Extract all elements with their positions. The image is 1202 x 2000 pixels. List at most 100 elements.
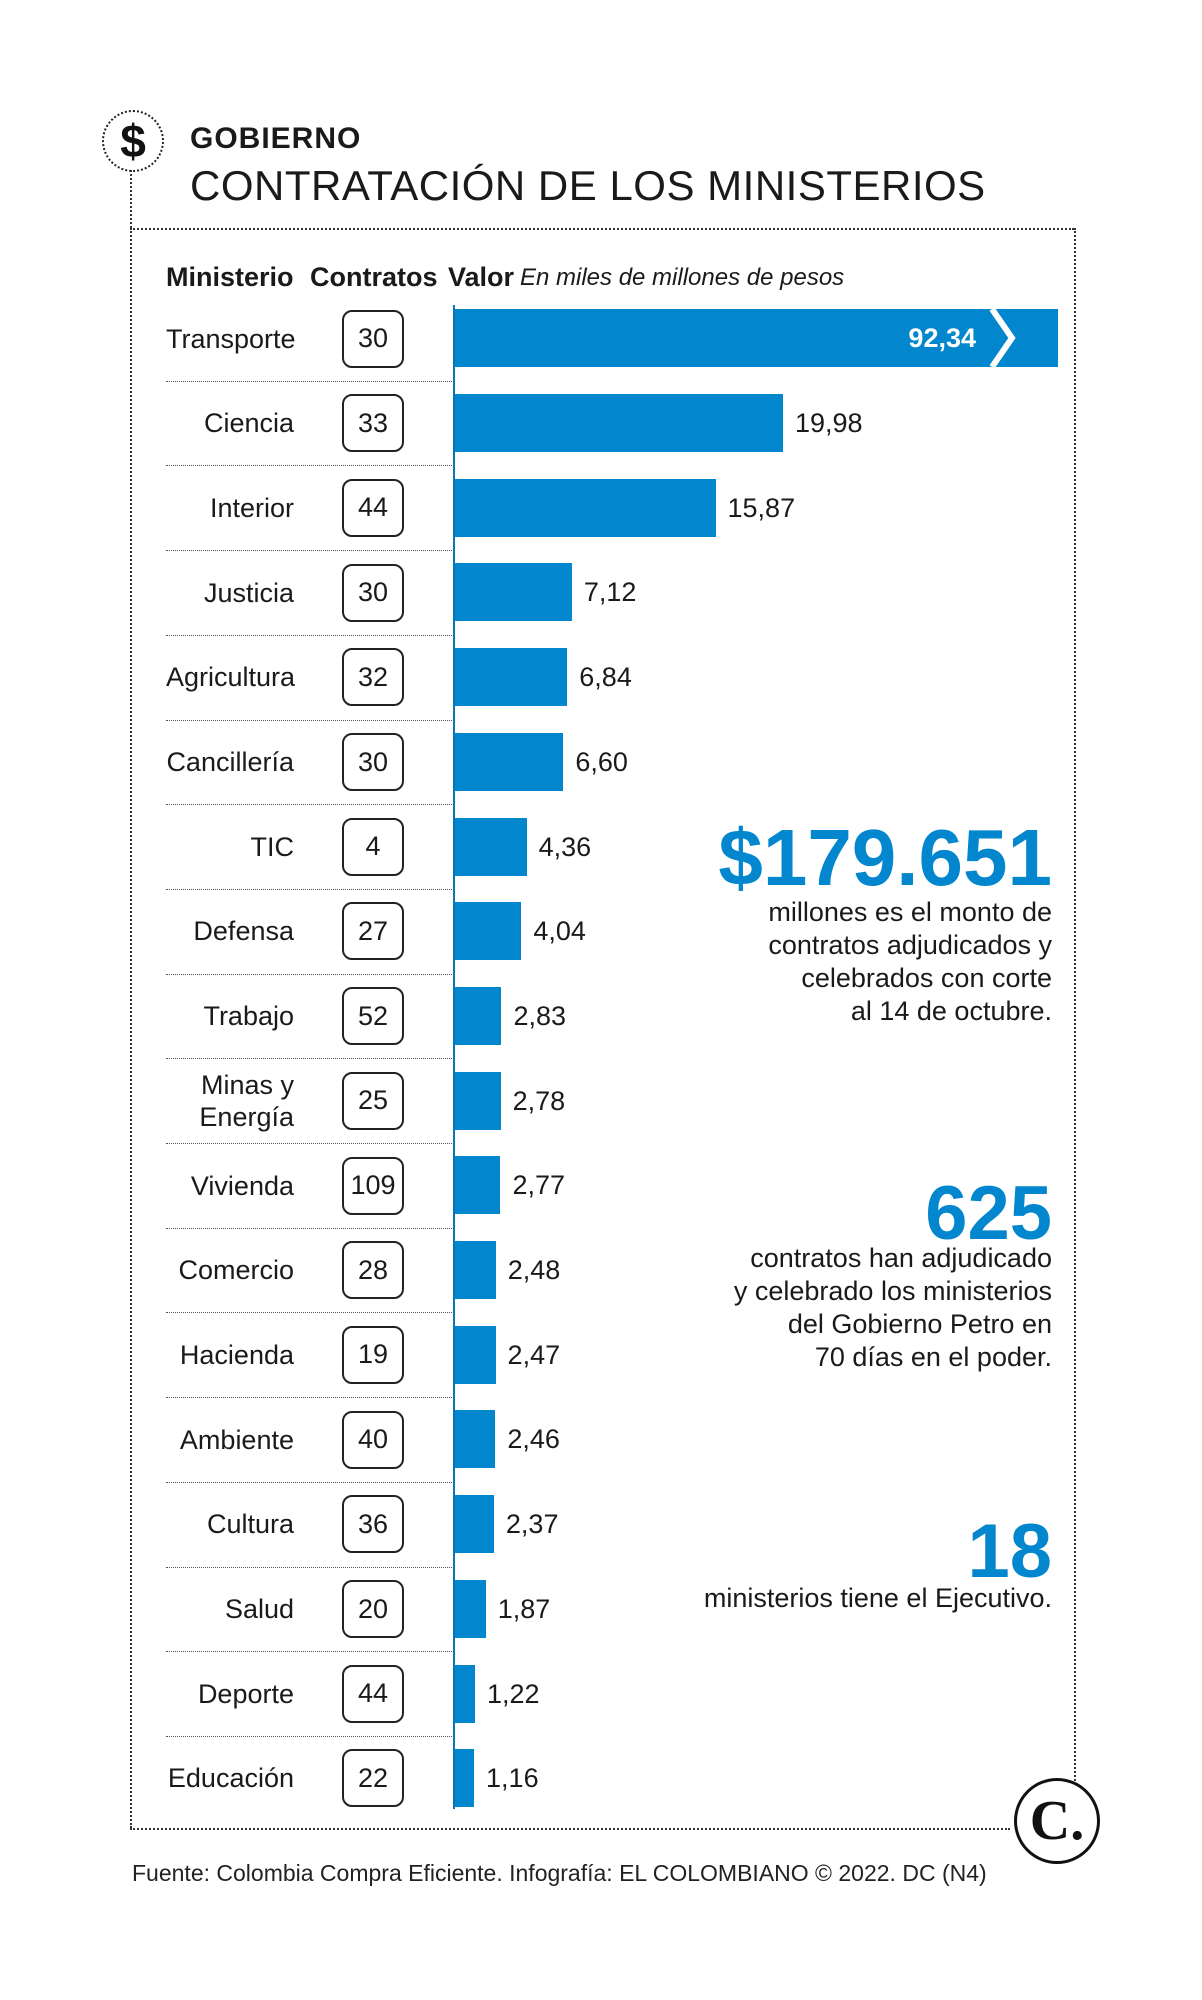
contract-count: 44 (342, 1664, 404, 1723)
table-row: Vivienda 109 (166, 1143, 452, 1228)
row-separator (166, 719, 452, 721)
frame-connector (130, 170, 132, 228)
ministry-label-line: Salud (224, 1594, 294, 1624)
ministry-label-line: Comercio (178, 1255, 294, 1286)
row-separator (166, 888, 452, 890)
bar-value-label: 2,48 (507, 1255, 561, 1286)
ministry-label-line: Cultura (206, 1509, 294, 1540)
ministry-label-line: TIC (250, 831, 295, 862)
contract-count: 30 (342, 563, 404, 622)
contract-count: 25 (342, 1071, 404, 1130)
frame-right (1074, 228, 1076, 1788)
table-row: Transporte 30 (166, 296, 452, 381)
ministry-label-line: Transporte (166, 323, 296, 354)
row-separator (166, 550, 452, 552)
bar-value-label: 6,84 (579, 662, 632, 693)
ministry-label: Interior (166, 492, 294, 524)
bar (455, 648, 568, 707)
row-separator (166, 465, 452, 467)
source-credit: Fuente: Colombia Compra Eficiente. Infog… (132, 1860, 987, 1886)
contract-count: 40 (342, 1410, 404, 1469)
callout-line: celebrados con corte (801, 963, 1052, 993)
contract-count: 36 (342, 1495, 404, 1554)
bar (455, 394, 783, 453)
table-row: Comercio 28 (166, 1228, 452, 1313)
row-separator (166, 380, 452, 382)
bar-value-label: 15,87 (727, 492, 796, 523)
ministry-label-line: Minas y (200, 1069, 294, 1100)
bar (455, 1579, 486, 1638)
table-row: Trabajo 52 (166, 974, 452, 1059)
frame-bottom (130, 1828, 1010, 1830)
bar (455, 1325, 496, 1384)
table-row: Defensa 27 (166, 889, 452, 974)
bar-axis-line (453, 305, 455, 1809)
contract-count: 28 (342, 1241, 404, 1300)
ministry-label-line: Trabajo (203, 1001, 294, 1032)
bar (455, 1071, 501, 1130)
ministry-label-line: Justicia (203, 577, 294, 608)
row-separator (166, 804, 452, 806)
column-header-ministry: Ministerio (166, 262, 294, 292)
row-separator (166, 1143, 452, 1144)
table-row: Agricultura 32 (166, 635, 452, 720)
ministry-label-line: Ciencia (203, 408, 294, 439)
table-row: Salud 20 (166, 1567, 452, 1652)
row-separator (166, 1397, 452, 1399)
callout-line: contratos adjudicados y (768, 930, 1052, 960)
bar-value-label: 1,87 (497, 1593, 551, 1624)
callout-line: ministerios tiene el Ejecutivo. (703, 1583, 1052, 1613)
table-row: TIC 4 (166, 804, 452, 889)
ministry-label: Defensa (166, 915, 294, 947)
ministry-label: Hacienda (166, 1339, 294, 1371)
bar-value-label: 7,12 (583, 577, 637, 608)
bar (455, 478, 716, 537)
table-row: Ciencia 33 (166, 381, 452, 466)
section-kicker: GOBIERNO (190, 122, 362, 155)
table-row: Educación 22 (166, 1736, 452, 1821)
callout-line: millones es el monto de (768, 897, 1052, 927)
ministry-label: Educación (166, 1762, 294, 1794)
bar-value-label: 1,22 (487, 1678, 540, 1709)
ministry-label: Salud (166, 1593, 294, 1625)
ministry-label: Cultura (166, 1508, 294, 1540)
bar-value-label: 2,83 (513, 1000, 567, 1031)
table-row: Cancillería 30 (166, 720, 452, 805)
table-row: Deporte 44 (166, 1651, 452, 1736)
ministry-label-line: Defensa (193, 916, 294, 947)
table-row: Interior 44 (166, 465, 452, 550)
contract-count: 27 (342, 902, 404, 961)
bar-value-label: 1,16 (486, 1763, 539, 1794)
bar-value-label: 6,60 (575, 746, 628, 777)
frame-left (130, 228, 132, 1828)
callout-text-total: millones es el monto de contratos adjudi… (768, 896, 1052, 1028)
row-separator (166, 1058, 452, 1060)
column-header-value: Valor (448, 262, 515, 292)
bar (455, 1495, 494, 1554)
callout-line: contratos han adjudicado (750, 1243, 1052, 1273)
contract-count: 33 (342, 394, 404, 453)
contract-count: 30 (342, 733, 404, 791)
column-header-contracts: Contratos (310, 262, 438, 292)
bar (455, 902, 522, 961)
ministry-label-line: Cancillería (166, 747, 294, 777)
row-separator (166, 1651, 452, 1653)
ministry-label-line: Vivienda (190, 1170, 294, 1201)
row-separator (166, 1481, 452, 1483)
callout-number-ministries: 18 (967, 1509, 1052, 1594)
ministry-label: Ciencia (166, 407, 294, 439)
contract-count: 30 (342, 309, 404, 368)
row-separator (166, 1735, 452, 1737)
page-title: CONTRATACIÓN DE LOS MINISTERIOS (190, 162, 986, 209)
el-colombiano-logo: C. (1014, 1778, 1100, 1864)
callout-line: y celebrado los ministerios (733, 1276, 1052, 1306)
bar (455, 563, 572, 622)
ministry-label-line: Agricultura (166, 662, 296, 693)
axis-break-mark (989, 309, 1016, 368)
table-row: Ambiente 40 (166, 1397, 452, 1482)
ministry-label: Transporte (166, 323, 296, 355)
bar (455, 1664, 476, 1723)
contract-count: 44 (342, 478, 404, 537)
row-separator (166, 1312, 452, 1314)
table-row: Justicia 30 (166, 550, 452, 635)
